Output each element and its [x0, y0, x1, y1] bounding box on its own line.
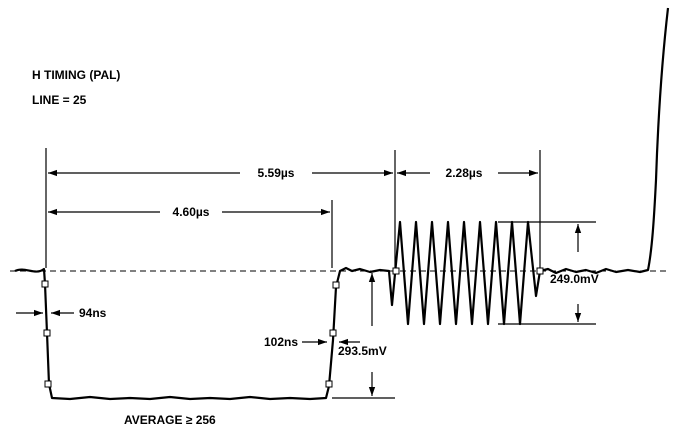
label-rise-time: 102ns: [264, 335, 298, 349]
marker-rise-bottom: [329, 329, 337, 337]
label-average: AVERAGE ≥ 256: [124, 413, 216, 427]
label-sync-amplitude: 293.5mV: [338, 344, 387, 358]
video-waveform: [14, 7, 670, 401]
diagram-title: H TIMING (PAL): [32, 68, 120, 82]
marker-sync-start: [44, 380, 52, 388]
label-fall-time: 94ns: [79, 306, 107, 320]
diagram-subtitle: LINE = 25: [32, 93, 87, 107]
marker-burst-end: [536, 267, 544, 275]
marker-fall-bottom: [43, 329, 51, 337]
label-burst-amplitude: 249.0mV: [550, 272, 599, 286]
marker-fall-top: [41, 280, 49, 288]
label-period-sync: 4.60µs: [173, 205, 210, 219]
marker-rise-top: [332, 281, 340, 289]
label-period-total: 5.59µs: [258, 166, 295, 180]
label-period-burst: 2.28µs: [446, 166, 483, 180]
marker-burst-start: [392, 267, 400, 275]
marker-sync-end: [325, 380, 333, 388]
